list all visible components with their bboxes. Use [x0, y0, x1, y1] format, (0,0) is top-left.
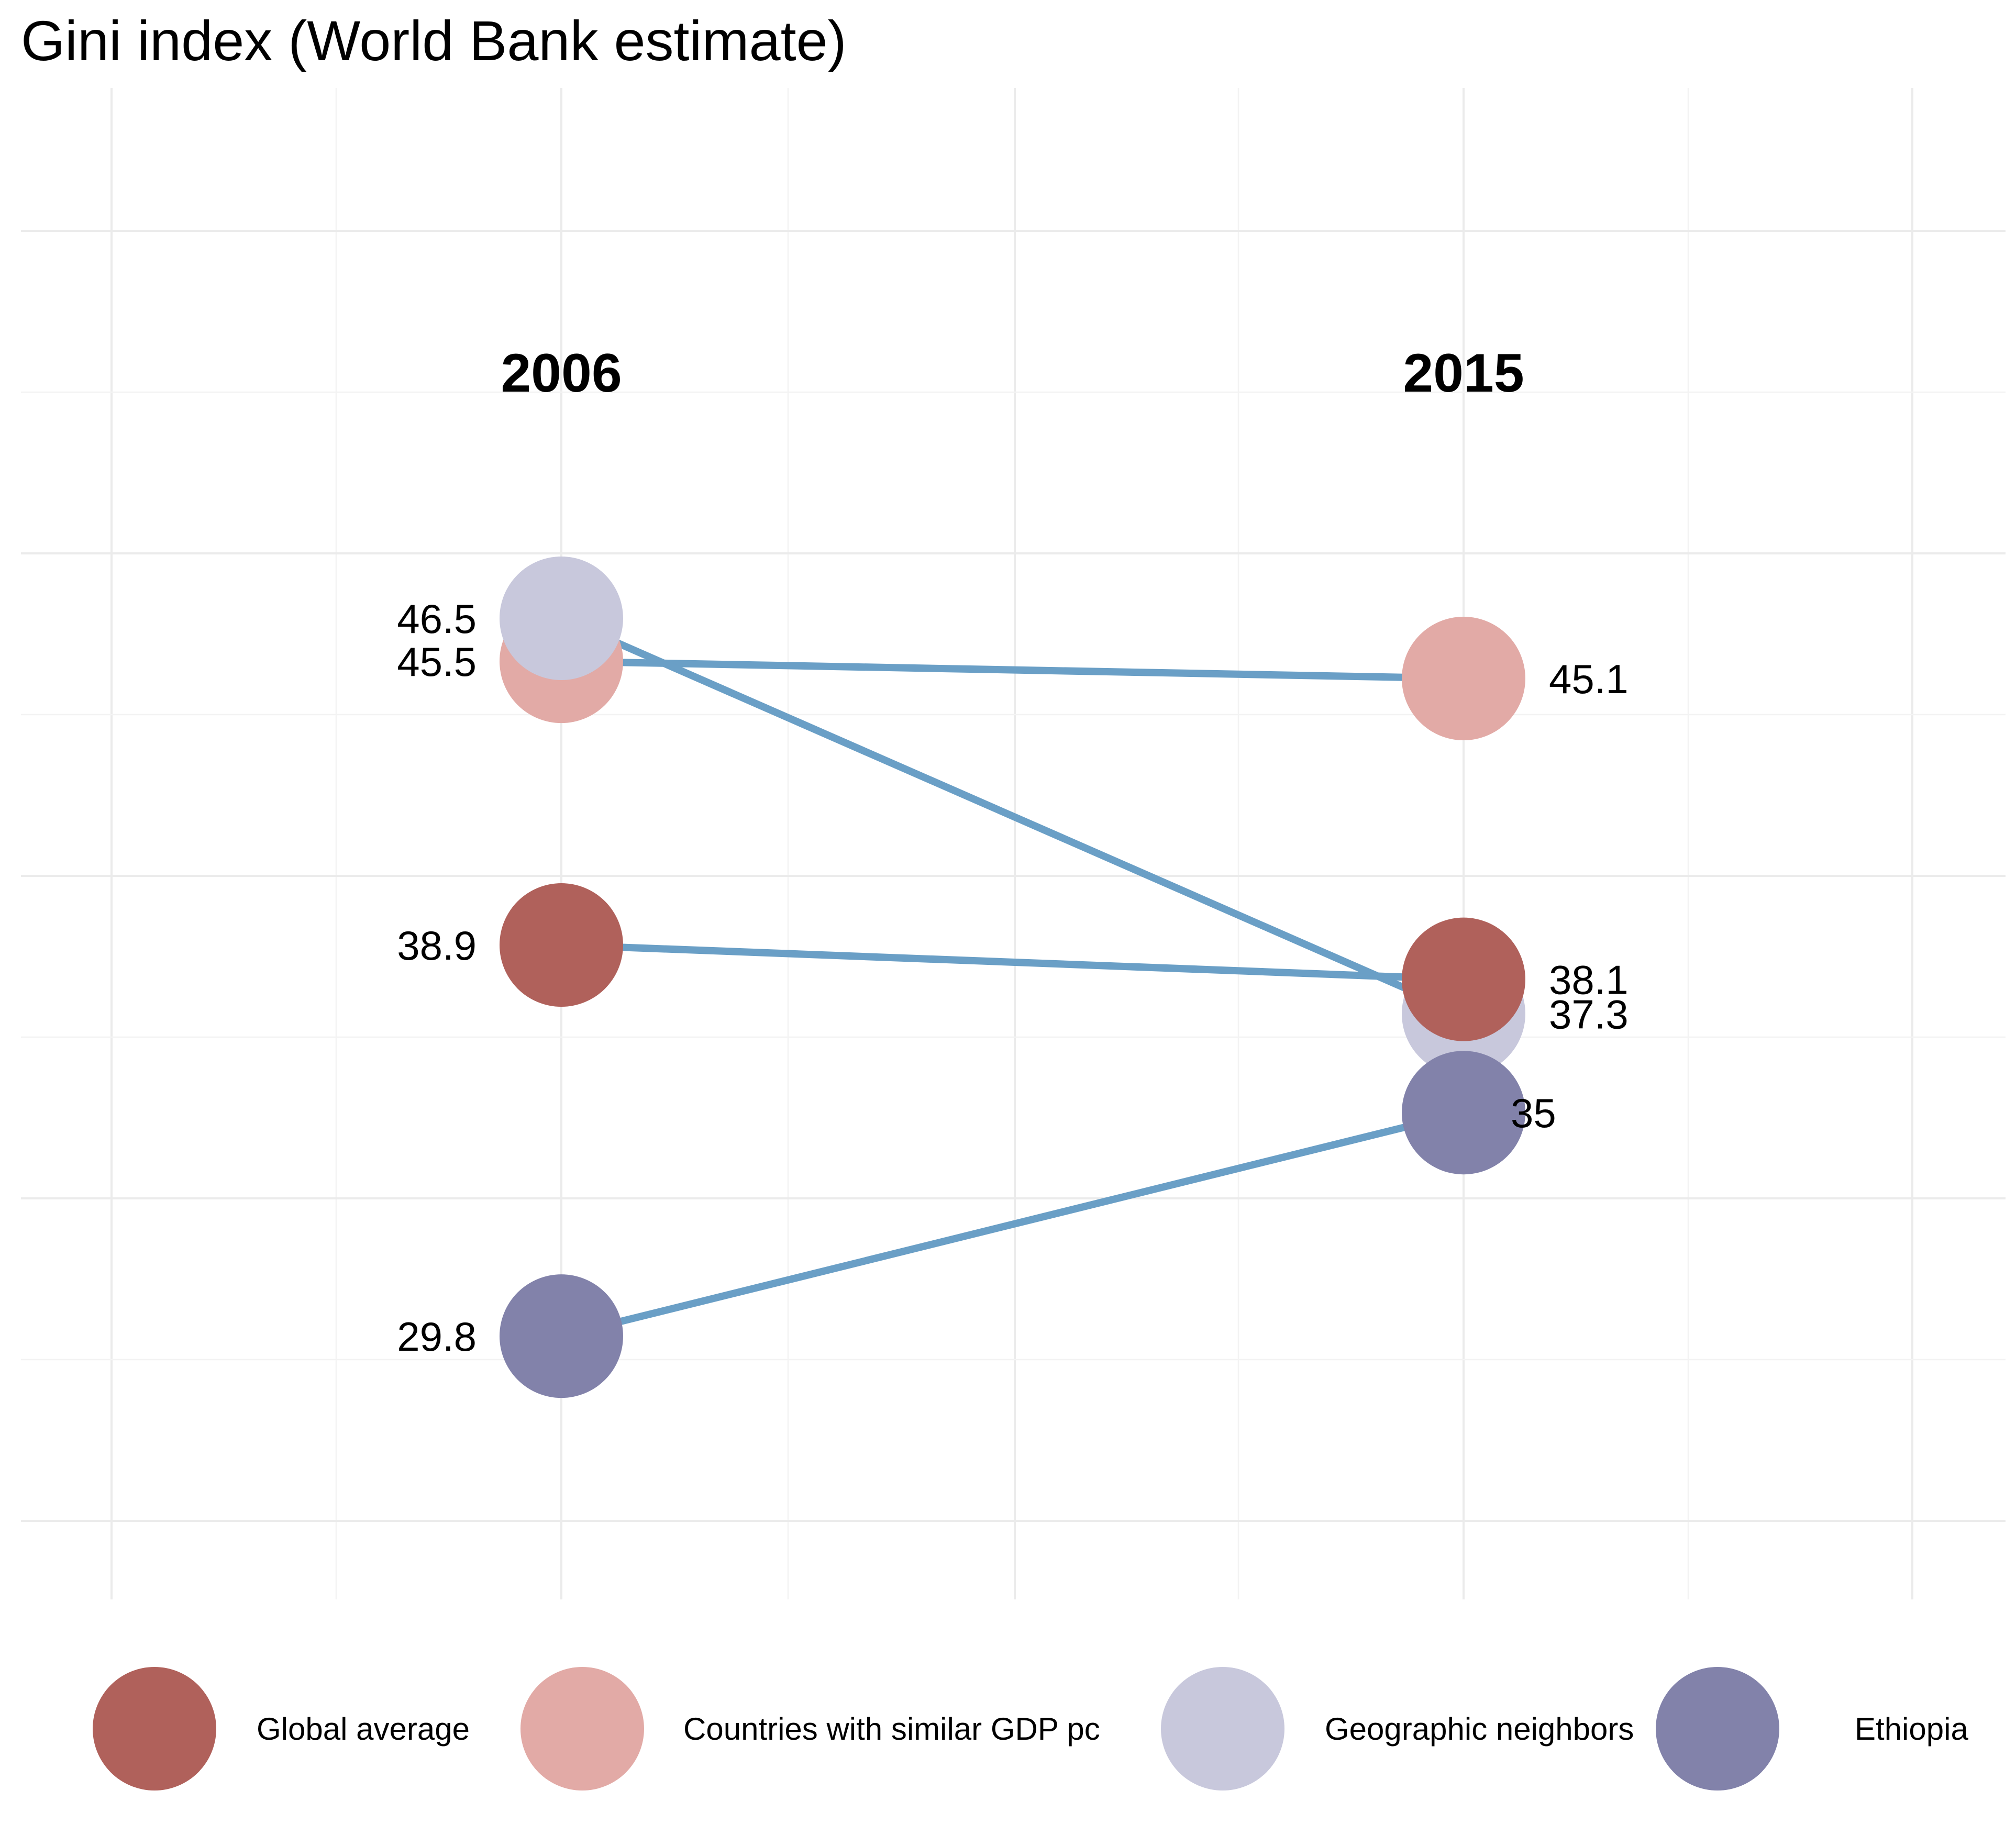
chart-title: Gini index (World Bank estimate): [21, 9, 847, 72]
legend-swatch-global-average: [93, 1667, 216, 1790]
value-label-2006-global-average: 38.9: [397, 922, 477, 969]
slope-line-geographic-neighbors: [560, 615, 1465, 1017]
value-label-2015-geographic-neighbors: 37.3: [1549, 991, 1629, 1037]
value-label-2006-countries-with-similar-gdp-pc: 45.5: [397, 639, 477, 685]
value-label-2006-geographic-neighbors: 46.5: [397, 596, 477, 642]
point-2006-global-average: [500, 883, 623, 1007]
data-points: [500, 557, 1525, 1398]
point-2015-ethiopia: [1402, 1051, 1525, 1175]
slope-line-global-average: [561, 941, 1464, 983]
point-2015-global-average: [1402, 917, 1525, 1041]
point-2006-geographic-neighbors: [500, 557, 623, 681]
grid: [21, 88, 2006, 1599]
point-2015-countries-with-similar-gdp-pc: [1402, 616, 1525, 740]
value-labels: 38.9 38.1 45.5 45.1 46.5 37.3 29.8 35: [397, 596, 1629, 1360]
value-label-2015-ethiopia: 35: [1511, 1090, 1556, 1136]
legend-label-ethiopia: Ethiopia: [1855, 1711, 1968, 1747]
value-label-2015-global-average: 38.1: [1549, 957, 1629, 1003]
legend-label-countries-with-similar-gdp-pc: Countries with similar GDP pc: [683, 1711, 1100, 1747]
slope-line-countries-with-similar-gdp-pc: [561, 658, 1464, 682]
legend-label-geographic-neighbors: Geographic neighbors: [1325, 1711, 1634, 1747]
legend-label-global-average: Global average: [257, 1711, 470, 1747]
slope-lines: [560, 615, 1465, 1340]
legend: Global average Countries with similar GDP…: [93, 1667, 1968, 1790]
slope-line-ethiopia: [560, 1109, 1465, 1340]
point-2006-ethiopia: [500, 1274, 623, 1398]
year-label-2006: 2006: [501, 343, 622, 404]
legend-swatch-geographic-neighbors: [1161, 1667, 1284, 1790]
year-label-2015: 2015: [1403, 343, 1524, 404]
legend-swatch-countries-with-similar-gdp-pc: [520, 1667, 644, 1790]
value-label-2015-countries-with-similar-gdp-pc: 45.1: [1549, 656, 1629, 702]
legend-swatch-ethiopia: [1656, 1667, 1779, 1790]
value-label-2006-ethiopia: 29.8: [397, 1314, 477, 1360]
